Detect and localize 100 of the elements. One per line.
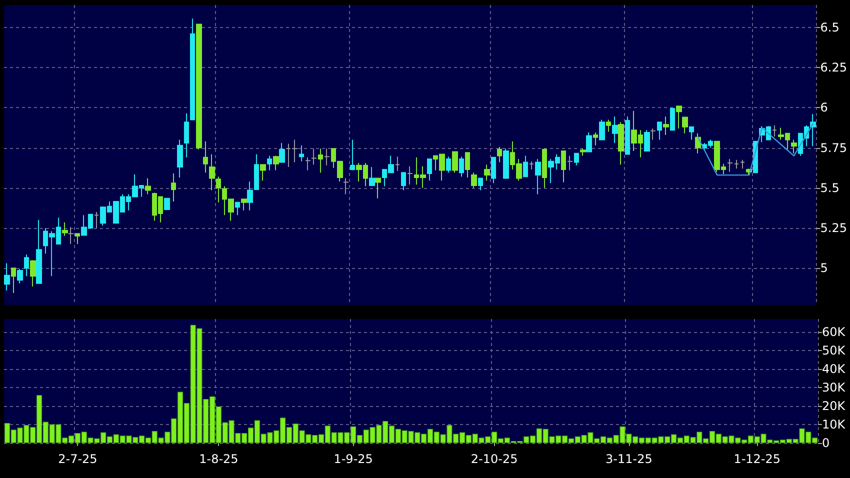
x-tick-label: 3-11-25 xyxy=(606,452,652,466)
candlestick xyxy=(24,254,29,277)
candlestick xyxy=(184,112,189,158)
candlestick xyxy=(267,155,272,171)
y-tick-label: 20K xyxy=(822,398,846,413)
candlestick xyxy=(254,154,259,190)
y-tick-label: 5 xyxy=(820,261,828,276)
candlestick xyxy=(241,198,247,211)
x-tick-label: 1-8-25 xyxy=(199,452,238,466)
y-tick-label: 5.25 xyxy=(820,220,847,235)
candlestick xyxy=(62,222,68,237)
candlestick xyxy=(324,148,330,166)
candlestick xyxy=(529,160,534,170)
candlestick xyxy=(11,268,16,294)
candlestick xyxy=(740,159,745,170)
candlestick xyxy=(203,140,208,174)
candlestick xyxy=(503,148,509,179)
candlestick xyxy=(395,156,400,172)
candlestick xyxy=(171,172,176,202)
candlestick xyxy=(580,148,586,156)
candlestick xyxy=(471,172,477,188)
candlestick xyxy=(407,166,413,186)
line-series xyxy=(697,123,814,176)
y-tick-label: 5.75 xyxy=(820,140,847,155)
candlestick xyxy=(593,132,598,146)
y-tick-label: 60K xyxy=(822,324,846,339)
candlestick xyxy=(343,178,349,195)
candlestick xyxy=(484,164,490,182)
y-tick-label: 10K xyxy=(822,417,846,432)
candlestick xyxy=(772,124,777,138)
candlestick xyxy=(446,156,451,174)
candlestick xyxy=(427,158,432,182)
candlestick xyxy=(279,142,285,163)
candlestick xyxy=(676,106,682,130)
candlestick xyxy=(260,164,266,182)
y-tick-label: 6 xyxy=(820,100,828,115)
y-tick-label: 30K xyxy=(822,380,846,394)
candlestick xyxy=(670,108,675,131)
candlestick xyxy=(567,155,573,171)
candlestick xyxy=(535,158,541,195)
candlestick xyxy=(318,148,323,174)
candlestick xyxy=(286,143,291,168)
candlestick xyxy=(375,178,381,199)
candlestick xyxy=(68,226,74,245)
x-tick-label: 1-12-25 xyxy=(734,452,781,466)
candlestick xyxy=(196,24,202,150)
candlestick xyxy=(311,148,317,166)
candlestick xyxy=(75,233,80,245)
candlestick xyxy=(299,144,304,162)
y-tick-label: 40K xyxy=(822,362,846,376)
y-tick-label: 6.5 xyxy=(820,20,840,34)
candlestick xyxy=(247,180,253,211)
candlestick xyxy=(682,116,688,134)
y-tick-label: 50K xyxy=(822,343,846,358)
candlestick xyxy=(586,132,592,152)
candlestick xyxy=(625,116,630,155)
candlestick xyxy=(791,139,797,154)
candlestick xyxy=(350,139,355,171)
candlestick xyxy=(273,155,279,171)
candlestick xyxy=(734,159,739,170)
y-tick-label: 0 xyxy=(822,436,830,450)
candlestick xyxy=(606,119,611,132)
candlestick xyxy=(30,260,36,288)
candlestick xyxy=(650,128,656,140)
candlestick xyxy=(612,116,618,144)
candlestick xyxy=(574,152,579,166)
candlestick xyxy=(644,130,650,152)
y-tick-label: 6.25 xyxy=(820,60,847,75)
candlestick xyxy=(497,146,502,163)
candlestick xyxy=(465,152,470,178)
x-tick-label: 1-9-25 xyxy=(334,452,373,466)
candlestick xyxy=(145,178,151,195)
candlestick xyxy=(401,172,406,191)
candlestick xyxy=(663,116,669,136)
candlestick xyxy=(17,268,23,284)
candlestick xyxy=(459,156,464,178)
candlestick xyxy=(36,219,42,284)
candlestick xyxy=(190,18,195,120)
candlestick xyxy=(727,158,733,172)
candlestick xyxy=(4,262,10,292)
candlestick xyxy=(94,211,99,228)
candlestick xyxy=(305,156,311,171)
candlestick xyxy=(369,166,375,186)
y-tick-label: 5.5 xyxy=(820,180,840,195)
candlestick xyxy=(657,122,662,140)
candlestick xyxy=(599,119,605,140)
candlestick xyxy=(542,148,547,188)
candlestick xyxy=(164,198,170,210)
x-tick-label: 2-7-25 xyxy=(58,452,98,466)
candlestick xyxy=(491,156,496,184)
candlestick xyxy=(478,178,483,191)
candlestick xyxy=(292,139,298,163)
candlestick xyxy=(177,139,183,178)
candlestick xyxy=(452,151,458,174)
x-tick-label: 2-10-25 xyxy=(470,452,518,466)
candlestick xyxy=(618,122,624,166)
candlestick xyxy=(235,202,240,216)
candlestick xyxy=(523,155,528,178)
candlestick xyxy=(561,150,566,183)
candlestick xyxy=(689,126,694,140)
